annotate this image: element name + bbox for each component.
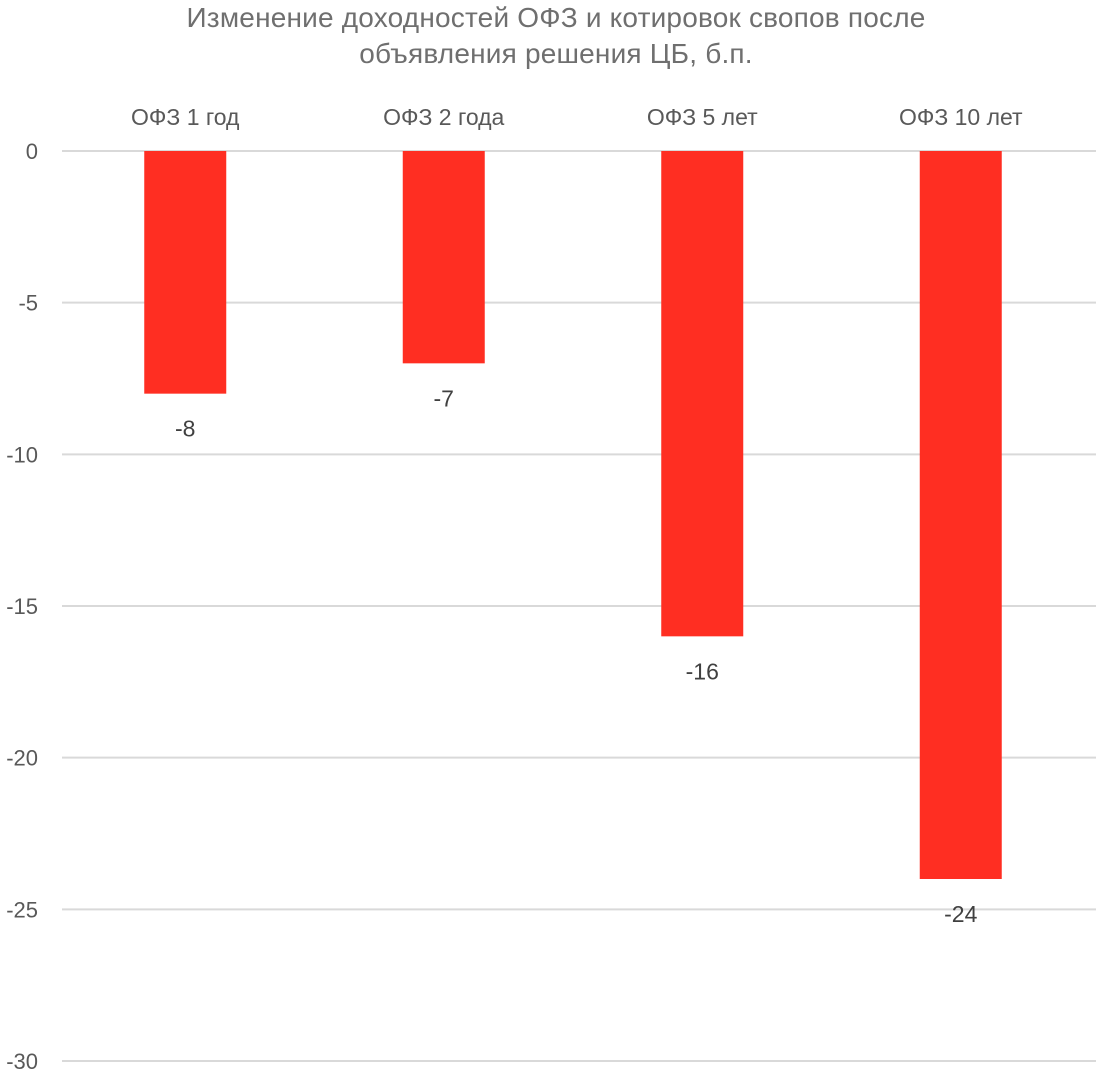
y-tick-label: -20	[6, 746, 38, 771]
bars	[144, 151, 1002, 879]
data-label: -8	[175, 416, 195, 442]
data-labels: -8 -7 -16 -24	[175, 385, 978, 927]
data-label: -16	[686, 658, 719, 684]
bar	[402, 151, 485, 364]
y-tick-label: 0	[26, 139, 38, 164]
category-labels: ОФЗ 1 год ОФЗ 2 года ОФЗ 5 лет ОФЗ 10 лет	[131, 104, 1023, 130]
chart-title: Изменение доходностей ОФЗ и котировок св…	[186, 2, 925, 69]
category-label: ОФЗ 10 лет	[899, 104, 1023, 130]
data-label: -7	[434, 385, 454, 411]
y-tick-label: -25	[6, 897, 38, 922]
y-axis-tick-labels: 0 -5 -10 -15 -20 -25 -30	[6, 139, 38, 1074]
data-label: -24	[944, 901, 977, 927]
bar	[144, 151, 227, 394]
category-label: ОФЗ 5 лет	[647, 104, 758, 130]
bar	[661, 151, 744, 637]
y-tick-label: -10	[6, 442, 38, 467]
bar	[919, 151, 1002, 879]
y-tick-label: -15	[6, 594, 38, 619]
chart-title-line-1: Изменение доходностей ОФЗ и котировок св…	[186, 2, 925, 33]
category-label: ОФЗ 2 года	[383, 104, 504, 130]
y-tick-label: -30	[6, 1049, 38, 1074]
chart-title-line-2: объявления решения ЦБ, б.п.	[359, 38, 753, 69]
gridlines	[62, 150, 1096, 1062]
category-label: ОФЗ 1 год	[131, 104, 240, 130]
y-tick-label: -5	[18, 291, 38, 316]
